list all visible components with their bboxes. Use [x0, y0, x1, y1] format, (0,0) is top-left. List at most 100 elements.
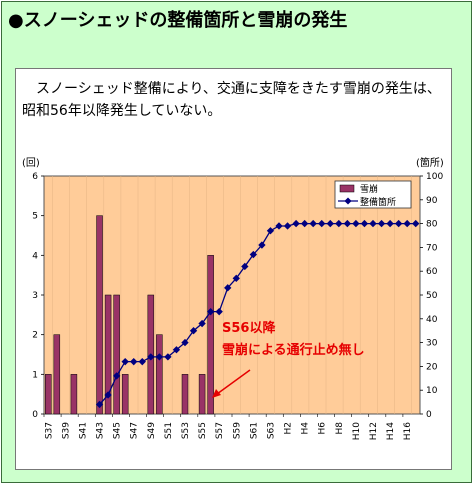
x-tick-label: S45	[113, 422, 123, 439]
x-axis-ticks: S37 S39 S41 S43 S45 S47 S49 S51 S53 S55 S57 S59 S61 S…	[43, 414, 413, 440]
line-point	[198, 319, 206, 328]
line-point	[412, 219, 420, 228]
right-tick-label: 70	[426, 243, 438, 253]
left-tick-label: 1	[32, 370, 38, 380]
x-tick-label: S41	[78, 422, 88, 439]
line-point	[206, 307, 215, 316]
x-tick-label: S53	[181, 422, 191, 439]
legend-bar-label: 雪崩	[360, 183, 378, 195]
x-tick-label: S59	[232, 422, 242, 439]
left-tick-label: 6	[32, 172, 38, 182]
bar	[96, 215, 103, 415]
bar	[104, 294, 112, 415]
annotation-arrow	[216, 369, 251, 395]
left-tick-label: 4	[32, 251, 38, 261]
line-point	[181, 338, 189, 347]
x-tick-label: H8	[335, 422, 345, 435]
right-axis-ticks: 0 10 20 30 40 50 60 70 80 90 100	[420, 172, 443, 420]
x-tick-label: H2	[284, 422, 294, 435]
line-point	[292, 219, 300, 228]
x-tick-label: S63	[266, 422, 276, 439]
right-axis-label: (箇所)	[416, 156, 444, 169]
gridlines	[52, 176, 412, 414]
bar	[45, 374, 52, 415]
line-point	[164, 353, 172, 361]
legend-line-marker	[344, 197, 352, 205]
x-tick-label: S57	[215, 422, 225, 439]
legend-line-label: 整備箇所	[360, 196, 396, 208]
x-tick-label: S37	[44, 422, 54, 439]
left-tick-label: 2	[32, 331, 38, 341]
line-point	[121, 357, 129, 366]
right-tick-label: 0	[426, 410, 432, 420]
x-tick-label: S47	[130, 422, 140, 439]
left-tick-label: 5	[32, 212, 38, 222]
line-point	[266, 227, 275, 235]
x-tick-label: S43	[96, 422, 106, 439]
bar	[207, 255, 214, 415]
line-point	[335, 219, 343, 228]
x-tick-label: H10	[352, 422, 362, 440]
x-tick-label: H4	[301, 422, 311, 435]
x-tick-label: S39	[61, 422, 71, 439]
left-axis-ticks: 0 1 2 3 4 5 6	[32, 172, 44, 420]
x-tick-label: H12	[369, 422, 379, 440]
line-point	[130, 357, 138, 366]
line-point	[360, 219, 369, 228]
line-point	[352, 219, 360, 228]
line-point	[95, 400, 104, 409]
right-tick-label: 20	[426, 362, 438, 372]
bar	[121, 374, 129, 415]
line-point	[215, 307, 223, 316]
right-tick-label: 10	[426, 386, 438, 396]
right-tick-label: 60	[426, 267, 438, 277]
bar	[181, 374, 189, 415]
x-tick-label: H6	[318, 422, 328, 435]
bar	[70, 374, 78, 415]
line-point	[147, 353, 155, 361]
x-tick-label: S51	[164, 422, 174, 439]
annotation-arrowhead	[212, 389, 221, 398]
x-tick-label: H14	[386, 422, 396, 440]
bar	[198, 374, 206, 415]
bar	[53, 334, 61, 415]
line-point	[232, 274, 240, 283]
line-point	[343, 219, 352, 228]
line-point	[386, 219, 394, 228]
x-tick-label: H16	[403, 422, 413, 440]
page-title: ●スノーシェッドの整備箇所と雪崩の発生	[8, 10, 348, 31]
line-point	[138, 357, 146, 366]
right-tick-label: 50	[426, 291, 438, 301]
line-point	[318, 219, 326, 228]
description-text: スノーシェッド整備により、交通に支障をきたす雪崩の発生は、昭和56年以降発生して…	[22, 81, 441, 119]
bar	[156, 334, 163, 415]
x-tick-label: S55	[198, 422, 208, 439]
line-series	[95, 219, 420, 409]
right-tick-label: 40	[426, 315, 438, 325]
right-tick-label: 30	[426, 339, 438, 349]
left-tick-label: 3	[32, 291, 38, 301]
bar	[113, 294, 120, 415]
left-tick-label: 0	[32, 410, 38, 420]
line-point	[112, 372, 121, 380]
right-tick-label: 80	[426, 220, 438, 230]
line-point	[258, 241, 266, 249]
legend-bar-swatch	[339, 184, 355, 193]
left-axis-label: (回)	[22, 157, 40, 169]
line-point	[241, 262, 249, 271]
line-point	[249, 250, 258, 259]
right-tick-label: 90	[426, 196, 438, 206]
line-point	[403, 219, 411, 228]
line-point	[326, 219, 334, 228]
line-point	[309, 219, 317, 228]
annotation-line-2: 雪崩による通行止め無し	[222, 342, 365, 358]
annotation-line-1: S56以降	[222, 320, 276, 336]
annotation: S56以降 雪崩による通行止め無し	[212, 320, 365, 398]
line-point	[369, 219, 377, 228]
x-tick-label: S49	[147, 422, 157, 439]
legend: 雪崩 整備箇所	[334, 180, 412, 209]
x-tick-label: S61	[249, 422, 259, 439]
line-point	[155, 353, 164, 361]
right-tick-label: 100	[426, 172, 443, 182]
